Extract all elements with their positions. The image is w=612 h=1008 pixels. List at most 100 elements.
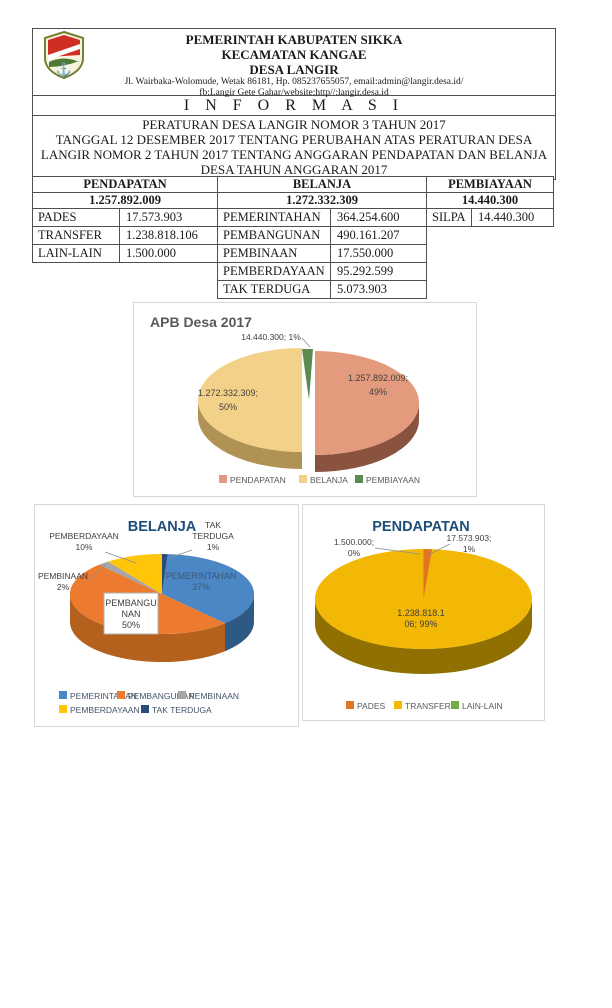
legend-label-pembinaan: PEMBINAAN [189,691,239,701]
leader-line-pades [427,543,451,556]
label-pembinaan-percent: 2% [57,582,70,592]
decree-line1: PERATURAN DESA LANGIR NOMOR 3 TAHUN 2017 [142,117,446,132]
label-transfer-value: 1.238.818.1 [397,608,445,618]
legend-label-transfer: TRANSFER [405,701,451,711]
pie-slice-pembiayaan [302,349,313,400]
legend-label-pemberdayaan: PEMBERDAYAAN [70,705,140,715]
legend-swatch-pembangunan [117,691,125,699]
shield-emblem-icon: ⚓ [44,30,84,80]
pie-slice-pemerintahan [162,554,255,624]
row-value: 364.254.600 [337,210,400,224]
row-value: 95.292.599 [337,264,394,278]
belanja-header: BELANJA [218,177,426,193]
legend-label-pades: PADES [357,701,386,711]
row-value: 1.238.818.106 [126,228,198,242]
row-value: 490.161.207 [337,228,400,242]
belanja-chart: BELANJA PEMBERDAYAAN 10% TAK TERDUGA 1% … [34,504,299,727]
pendapatan-column: PENDAPATAN 1.257.892.009 PADES 17.573.90… [32,176,218,263]
decree-line4: DESA TAHUN ANGGARAN 2017 [200,162,388,177]
org-name-line1: PEMERINTAH KABUPATEN SIKKA [185,32,403,47]
pie-slice-pades [423,549,432,599]
decree-line3: LANGIR NOMOR 2 TAHUN 2017 TENTANG ANGGAR… [40,147,548,162]
belanja-total: 1.272.332.309 [218,193,426,209]
belanja-pie-svg: BELANJA PEMBERDAYAAN 10% TAK TERDUGA 1% … [38,519,255,715]
pembiayaan-column: PEMBIAYAAN 14.440.300 SILPA 14.440.300 [426,176,554,227]
label-pendapatan-value: 1.257.892.009; [348,373,408,383]
leader-line-pemberdayaan [104,551,137,564]
pie-side-pembangunan [69,594,225,663]
address-line2: fb:Langir Gete Gahar/website:http//:lang… [199,88,389,98]
label-pembangunan-box: PEMBANGU NAN 50% [103,592,159,635]
informasi-banner: I N F O R M A S I [33,95,555,115]
legend-label-pembangunan: PEMBANGUNAN [128,691,195,701]
legend-label-pembiayaan: PEMBIAYAAN [366,475,420,485]
label-tak-terduga-1: TAK [205,520,221,530]
apb-pie-svg: APB Desa 2017 14.440.300; 1% 1.257.892.0… [150,314,420,485]
chart-title: APB Desa 2017 [150,314,252,330]
row-value: 17.550.000 [337,246,394,260]
legend-swatch-pembinaan [178,691,186,699]
row-label: PEMBANGUNAN [218,227,331,244]
legend-label-tak-terduga: TAK TERDUGA [152,705,212,715]
legend-label-belanja: BELANJA [310,475,348,485]
letterhead-text: PEMERINTAH KABUPATEN SIKKA KECAMATAN KAN… [33,29,555,99]
label-lain-lain-percent: 0% [348,548,361,558]
belanja-column: BELANJA 1.272.332.309 PEMERINTAHAN 364.2… [217,176,427,299]
label-tak-terduga-percent: 1% [207,542,220,552]
legend-label-lain-lain: LAIN-LAIN [462,701,503,711]
legend-swatch-transfer [394,701,402,709]
label-pades-value: 17.573.903; [447,533,492,543]
apb-desa-2017-chart: APB Desa 2017 14.440.300; 1% 1.257.892.0… [133,302,477,497]
pie-slice-tak-terduga [162,554,168,594]
label-pembangunan-percent: 50% [122,620,140,630]
pendapatan-chart: PENDAPATAN 17.573.903; 1% 1.500.000; 0% … [302,504,545,721]
chart-title: PENDAPATAN [372,519,469,535]
legend-swatch-lain-lain [451,701,459,709]
label-pemerintahan: PEMERINTAHAN [166,571,237,581]
label-pembinaan: PEMBINAAN [38,571,88,581]
legend-swatch-pades [346,701,354,709]
pie-slice-pembinaan [99,561,162,594]
pie-side-pemerintahan [225,594,255,652]
label-pades-percent: 1% [463,544,476,554]
legend-swatch-belanja [299,475,307,483]
decree-paragraph: PERATURAN DESA LANGIR NOMOR 3 TAHUN 2017… [33,115,555,179]
pembiayaan-total: 14.440.300 [427,193,553,209]
row-value: 14.440.300 [478,210,535,224]
row-label: LAIN-LAIN [33,245,120,262]
legend-swatch-tak-terduga [141,705,149,713]
row-label: SILPA [427,209,472,226]
table-row: PEMBERDAYAAN 95.292.599 [218,263,426,281]
org-name-line3: DESA LANGIR [249,62,339,77]
label-transfer-percent: 06; 99% [404,619,437,629]
leader-line-lain-lain [374,547,421,555]
table-row: SILPA 14.440.300 [427,209,553,226]
table-row: TRANSFER 1.238.818.106 [33,227,217,245]
row-label: PEMERINTAHAN [218,209,331,226]
budget-table: PENDAPATAN 1.257.892.009 PADES 17.573.90… [32,176,554,299]
pembiayaan-header: PEMBIAYAAN [427,177,553,193]
label-pemerintahan-percent: 37% [192,582,210,592]
label-pendapatan-percent: 49% [369,387,387,397]
letterhead: ⚓ PEMERINTAH KABUPATEN SIKKA KECAMATAN K… [33,29,555,98]
pie-slice-belanja [198,348,302,469]
row-value: 17.573.903 [126,210,183,224]
table-row: TAK TERDUGA 5.073.903 [218,281,426,298]
chart-legend: PEMERINTAHAN PEMBANGUNAN PEMBINAAN PEMBE… [59,691,239,715]
leader-line-tak-terduga [168,549,193,559]
label-pemberdayaan-percent: 10% [75,542,92,552]
pie-slice-pendapatan [315,351,419,472]
row-value: 5.073.903 [337,282,387,296]
legend-label-pemerintahan: PEMERINTAHAN [70,691,137,701]
pie-slice-pemberdayaan [107,553,162,594]
document-header-table: ⚓ PEMERINTAH KABUPATEN SIKKA KECAMATAN K… [32,28,556,180]
row-label: PEMBINAAN [218,245,331,262]
org-name-line2: KECAMATAN KANGAE [221,47,367,62]
table-row: PADES 17.573.903 [33,209,217,227]
decree-line2: TANGGAL 12 DESEMBER 2017 TENTANG PERUBAH… [55,132,533,147]
label-pembangunan-2: NAN [121,609,140,619]
svg-text:⚓: ⚓ [56,62,72,77]
address-line1: Jl. Wairbaka-Wolomude, Wetak 86181, Hp. … [124,77,464,87]
label-pembangunan-1: PEMBANGU [105,598,157,608]
